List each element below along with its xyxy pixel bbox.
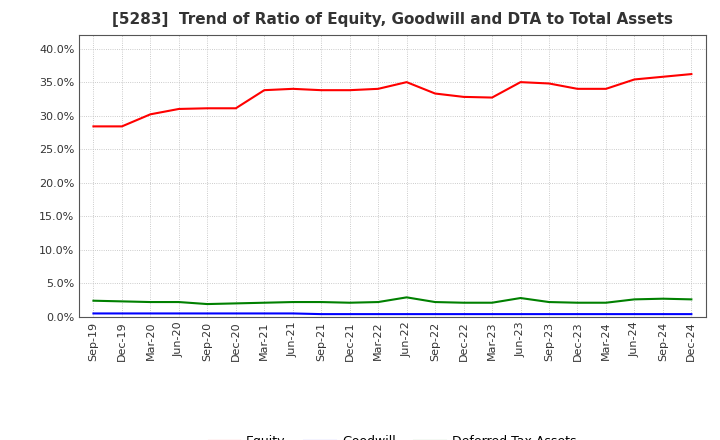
- Equity: [516, 80, 525, 85]
- Goodwill: [260, 311, 269, 316]
- Deferred Tax Assets: [402, 295, 411, 300]
- Equity: [374, 86, 382, 92]
- Goodwill: [203, 311, 212, 316]
- Goodwill: [402, 312, 411, 317]
- Goodwill: [117, 311, 126, 316]
- Goodwill: [602, 312, 611, 317]
- Deferred Tax Assets: [117, 299, 126, 304]
- Deferred Tax Assets: [630, 297, 639, 302]
- Deferred Tax Assets: [431, 299, 439, 304]
- Deferred Tax Assets: [374, 299, 382, 304]
- Equity: [459, 94, 468, 99]
- Line: Equity: Equity: [94, 74, 691, 126]
- Goodwill: [174, 311, 183, 316]
- Deferred Tax Assets: [260, 300, 269, 305]
- Equity: [174, 106, 183, 112]
- Deferred Tax Assets: [487, 300, 496, 305]
- Deferred Tax Assets: [317, 299, 325, 304]
- Goodwill: [146, 311, 155, 316]
- Goodwill: [630, 312, 639, 317]
- Legend: Equity, Goodwill, Deferred Tax Assets: Equity, Goodwill, Deferred Tax Assets: [204, 430, 581, 440]
- Equity: [602, 86, 611, 92]
- Goodwill: [459, 312, 468, 317]
- Deferred Tax Assets: [687, 297, 696, 302]
- Goodwill: [289, 311, 297, 316]
- Goodwill: [317, 312, 325, 317]
- Goodwill: [232, 311, 240, 316]
- Deferred Tax Assets: [659, 296, 667, 301]
- Deferred Tax Assets: [602, 300, 611, 305]
- Line: Deferred Tax Assets: Deferred Tax Assets: [94, 297, 691, 304]
- Equity: [659, 74, 667, 79]
- Goodwill: [573, 312, 582, 317]
- Deferred Tax Assets: [289, 299, 297, 304]
- Deferred Tax Assets: [516, 295, 525, 301]
- Deferred Tax Assets: [573, 300, 582, 305]
- Goodwill: [431, 312, 439, 317]
- Goodwill: [545, 312, 554, 317]
- Equity: [232, 106, 240, 111]
- Equity: [117, 124, 126, 129]
- Title: [5283]  Trend of Ratio of Equity, Goodwill and DTA to Total Assets: [5283] Trend of Ratio of Equity, Goodwil…: [112, 12, 673, 27]
- Deferred Tax Assets: [459, 300, 468, 305]
- Deferred Tax Assets: [146, 299, 155, 304]
- Goodwill: [346, 312, 354, 317]
- Goodwill: [516, 312, 525, 317]
- Deferred Tax Assets: [89, 298, 98, 303]
- Deferred Tax Assets: [174, 299, 183, 304]
- Equity: [89, 124, 98, 129]
- Goodwill: [487, 312, 496, 317]
- Equity: [203, 106, 212, 111]
- Goodwill: [89, 311, 98, 316]
- Equity: [687, 71, 696, 77]
- Goodwill: [659, 312, 667, 317]
- Deferred Tax Assets: [203, 301, 212, 307]
- Line: Goodwill: Goodwill: [94, 313, 691, 314]
- Equity: [317, 88, 325, 93]
- Deferred Tax Assets: [346, 300, 354, 305]
- Equity: [630, 77, 639, 82]
- Deferred Tax Assets: [545, 299, 554, 304]
- Goodwill: [687, 312, 696, 317]
- Equity: [573, 86, 582, 92]
- Equity: [346, 88, 354, 93]
- Equity: [402, 80, 411, 85]
- Equity: [487, 95, 496, 100]
- Goodwill: [374, 312, 382, 317]
- Equity: [146, 112, 155, 117]
- Equity: [260, 88, 269, 93]
- Deferred Tax Assets: [232, 301, 240, 306]
- Equity: [431, 91, 439, 96]
- Equity: [289, 86, 297, 92]
- Equity: [545, 81, 554, 86]
